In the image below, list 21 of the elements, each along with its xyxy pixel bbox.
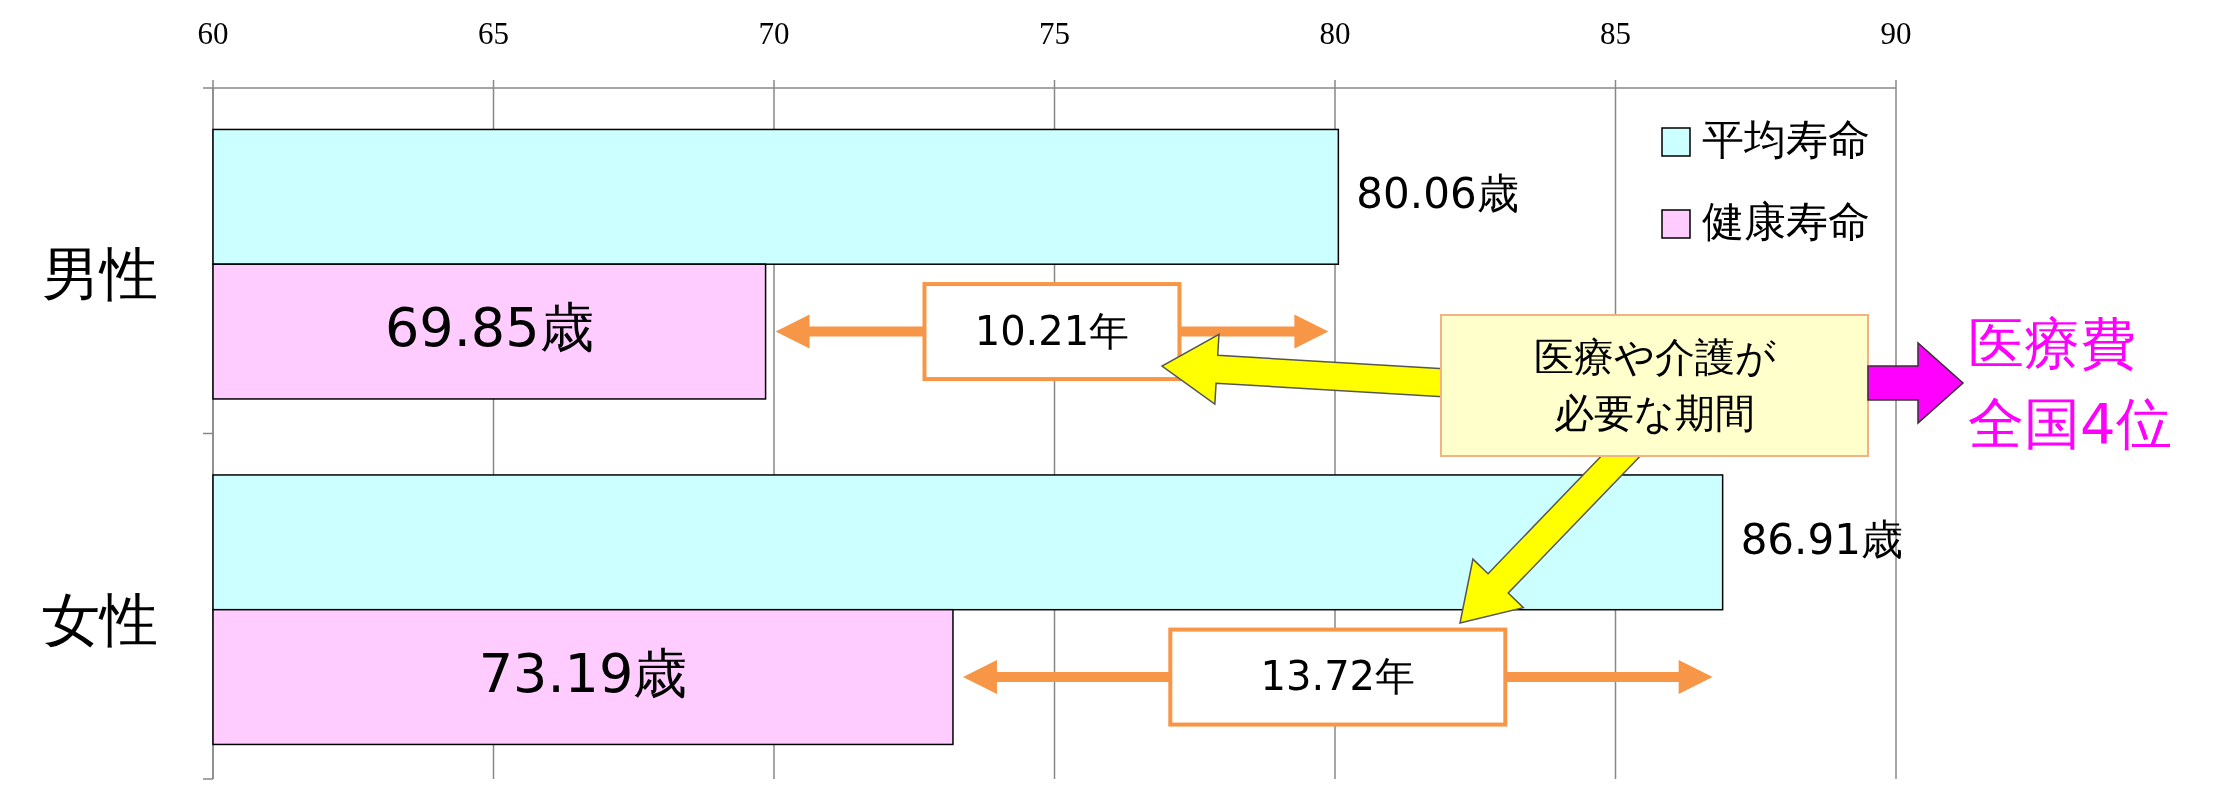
legend-label: 平均寿命 xyxy=(1702,114,1870,164)
x-tick-label: 70 xyxy=(758,16,790,51)
legend-label: 健康寿命 xyxy=(1702,196,1870,246)
x-tick-label: 65 xyxy=(478,16,509,51)
data-label: 69.85歳 xyxy=(385,296,594,360)
x-tick-label: 90 xyxy=(1880,16,1912,51)
y-tick-label: 男性 xyxy=(42,240,158,309)
data-label: 80.06歳 xyxy=(1356,169,1519,219)
data-label: 86.91歳 xyxy=(1740,514,1903,564)
text: 医療費 xyxy=(1968,311,2136,377)
data-label: 73.19歳 xyxy=(478,641,688,705)
x-tick-label: 75 xyxy=(1039,16,1070,51)
text: 全国4位 xyxy=(1968,391,2172,457)
x-tick-label: 80 xyxy=(1319,16,1351,51)
annotation: 10.21年 xyxy=(974,307,1130,354)
y-tick-label: 女性 xyxy=(42,585,158,654)
annotation: 必要な期間 xyxy=(1554,390,1755,436)
x-tick-label: 60 xyxy=(197,16,229,51)
x-tick-label: 85 xyxy=(1600,16,1631,51)
annotation: 13.72年 xyxy=(1260,653,1416,700)
annotation: 医療や介護が xyxy=(1533,334,1776,380)
